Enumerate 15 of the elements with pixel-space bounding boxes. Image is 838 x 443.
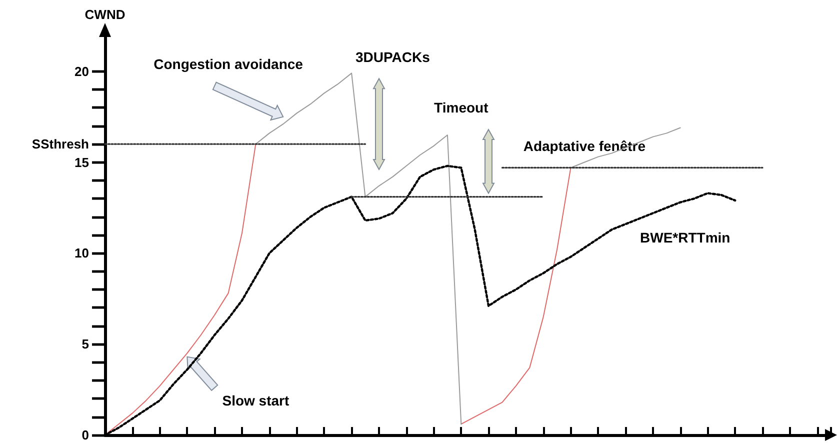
- y-tick-label: 0: [82, 428, 89, 442]
- series-label: BWE*RTTmin: [640, 229, 730, 246]
- y-tick-label: 5: [82, 336, 89, 352]
- line-series: [104, 144, 256, 436]
- y-tick-label: 20: [74, 64, 89, 79]
- annotation: 3DUPACKs: [355, 48, 430, 65]
- line-series: [460, 167, 572, 425]
- annotation: Timeout: [434, 100, 489, 116]
- y-tick-label: SSthresh: [32, 136, 90, 152]
- y-axis-title: CWND: [84, 7, 126, 22]
- annotation: Slow start: [222, 392, 290, 408]
- annotation: Adaptative fenêtre: [523, 138, 646, 154]
- y-tick-label: 15: [74, 154, 89, 170]
- y-tick-label: 10: [74, 246, 89, 261]
- annotation: Congestion avoidance: [154, 56, 304, 72]
